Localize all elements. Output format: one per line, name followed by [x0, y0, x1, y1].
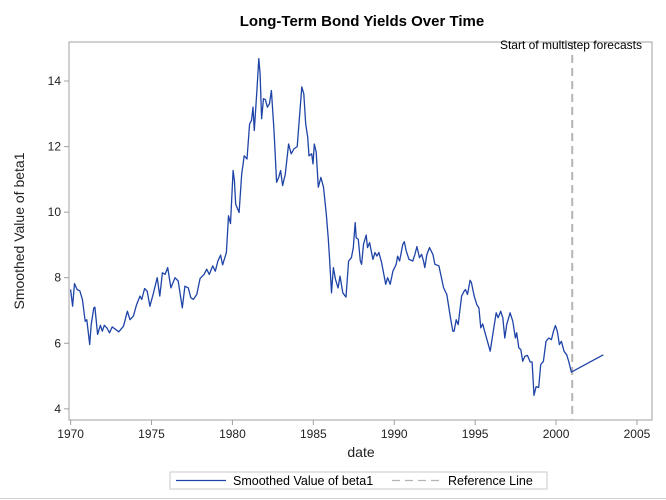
chart-title: Long-Term Bond Yields Over Time [240, 13, 485, 30]
reference-line-label: Start of multistep forecasts [500, 38, 642, 52]
legend-label-reference: Reference Line [448, 474, 533, 488]
x-tick-label: 2005 [624, 427, 651, 441]
y-tick-label: 10 [48, 205, 62, 219]
x-tick-label: 1975 [138, 427, 165, 441]
plot-frame [68, 41, 653, 421]
y-tick-label: 4 [54, 402, 61, 416]
y-tick-label: 12 [48, 140, 62, 154]
x-tick-label: 1985 [300, 427, 327, 441]
x-tick-label: 2000 [543, 427, 570, 441]
legend-label-series: Smoothed Value of beta1 [233, 474, 373, 488]
x-axis-label: date [347, 444, 374, 460]
x-tick-label: 1970 [57, 427, 84, 441]
y-tick-label: 8 [54, 271, 61, 285]
legend-box [169, 471, 548, 490]
x-tick-label: 1995 [462, 427, 489, 441]
y-axis-label: Smoothed Value of beta1 [11, 152, 27, 309]
y-axis: 4 6 8 10 12 14 [48, 74, 69, 416]
legend: Smoothed Value of beta1 Reference Line [169, 471, 548, 490]
x-axis: 1970 1975 1980 1985 1990 1995 2000 2005 [57, 420, 651, 441]
x-tick-label: 1980 [219, 427, 246, 441]
y-tick-label: 14 [48, 74, 62, 88]
y-tick-label: 6 [54, 336, 61, 350]
x-tick-label: 1990 [381, 427, 408, 441]
series-line-beta1 [69, 58, 604, 397]
